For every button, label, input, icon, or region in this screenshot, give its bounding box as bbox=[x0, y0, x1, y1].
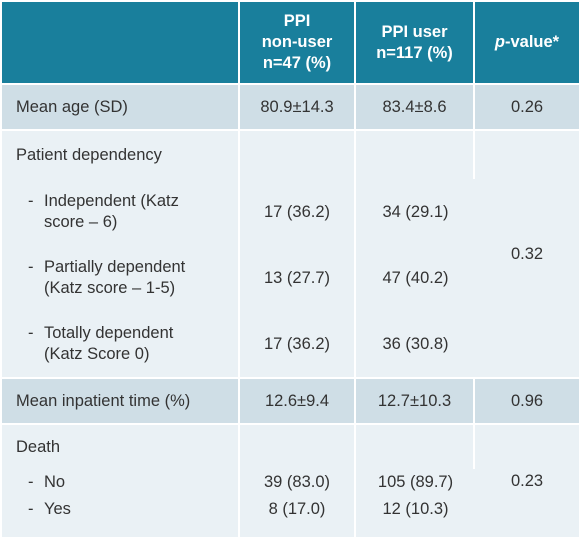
header-empty-cell bbox=[2, 2, 240, 83]
cell-non-user: 17 (36.2) bbox=[240, 311, 356, 377]
ppi-comparison-table: PPI non-user n=47 (%) PPI user n=117 (%)… bbox=[2, 2, 579, 537]
header-text: n=117 (%) bbox=[376, 43, 453, 62]
table-row-independent: - Independent (Katz score – 6) 17 (36.2) 3… bbox=[2, 179, 579, 245]
cell-user: 12 (10.3) bbox=[356, 496, 475, 523]
cell-p-value: 0.32 bbox=[475, 131, 579, 377]
table-row-totally-dependent: - Totally dependent (Katz Score 0) 17 (36.… bbox=[2, 311, 579, 377]
header-text: non-user bbox=[261, 33, 333, 51]
row-label: - Partially dependent (Katz score – 1-5) bbox=[2, 245, 240, 311]
label-line: Totally dependent bbox=[44, 324, 174, 342]
header-p-italic: p bbox=[494, 33, 505, 51]
table-row-death-yes: - Yes 8 (17.0) 12 (10.3) bbox=[2, 496, 579, 523]
cell-non-user: 80.9±14.3 bbox=[240, 83, 356, 131]
row-label: Patient dependency bbox=[2, 131, 240, 179]
cell-user: 83.4±8.6 bbox=[356, 83, 475, 131]
table-row-partially-dependent: - Partially dependent (Katz score – 1-5) 1… bbox=[2, 245, 579, 311]
header-p-rest: -value* bbox=[504, 33, 560, 51]
label-line: Independent (Katz bbox=[44, 192, 179, 210]
header-ppi-user: PPI user n=117 (%) bbox=[356, 2, 475, 83]
header-text: n=47 (%) bbox=[262, 54, 332, 72]
row-label: Mean inpatient time (%) bbox=[2, 377, 240, 425]
row-label: - Independent (Katz score – 6) bbox=[2, 179, 240, 245]
table-row-death-no: - No 39 (83.0) 105 (89.7) bbox=[2, 469, 579, 496]
cell-empty bbox=[356, 425, 475, 469]
cell-non-user: 12.6±9.4 bbox=[240, 377, 356, 425]
cell-p-value: 0.23 bbox=[475, 425, 579, 537]
label-line: (Katz score – 1-5) bbox=[44, 279, 176, 297]
label-line: (Katz Score 0) bbox=[44, 345, 150, 363]
row-label: - Totally dependent (Katz Score 0) bbox=[2, 311, 240, 377]
table-row-inpatient-time: Mean inpatient time (%) 12.6±9.4 12.7±10… bbox=[2, 377, 579, 425]
table-row-dependency-title: Patient dependency 0.32 bbox=[2, 131, 579, 377]
cell-empty bbox=[356, 523, 475, 537]
table-header-row: PPI non-user n=47 (%) PPI user n=117 (%)… bbox=[2, 2, 579, 83]
label-line: Yes bbox=[44, 500, 71, 518]
dash-marker: - bbox=[28, 500, 34, 518]
cell-user: 105 (89.7) bbox=[356, 469, 475, 496]
label-line: Partially dependent bbox=[44, 258, 186, 276]
cell-user: 47 (40.2) bbox=[356, 245, 475, 311]
cell-non-user: 8 (17.0) bbox=[240, 496, 356, 523]
dash-marker: - bbox=[28, 324, 34, 342]
dash-marker: - bbox=[28, 192, 34, 210]
row-label: Death bbox=[2, 425, 240, 469]
cell-empty bbox=[2, 523, 240, 537]
cell-empty bbox=[240, 131, 356, 179]
label-line: score – 6) bbox=[44, 213, 118, 231]
header-text: PPI bbox=[283, 12, 311, 30]
dash-marker: - bbox=[28, 473, 34, 491]
dash-marker: - bbox=[28, 258, 34, 276]
header-p-value: p-value* bbox=[475, 2, 579, 83]
table-row-death-title: Death 0.23 bbox=[2, 425, 579, 537]
cell-empty bbox=[240, 425, 356, 469]
cell-user: 34 (29.1) bbox=[356, 179, 475, 245]
cell-non-user: 17 (36.2) bbox=[240, 179, 356, 245]
cell-non-user: 39 (83.0) bbox=[240, 469, 356, 496]
label-line: No bbox=[44, 473, 66, 491]
cell-empty bbox=[356, 131, 475, 179]
row-label: Mean age (SD) bbox=[2, 83, 240, 131]
cell-p-value: 0.26 bbox=[475, 83, 579, 131]
header-text: PPI user bbox=[381, 22, 448, 41]
header-ppi-non-user: PPI non-user n=47 (%) bbox=[240, 2, 356, 83]
cell-non-user: 13 (27.7) bbox=[240, 245, 356, 311]
cell-user: 36 (30.8) bbox=[356, 311, 475, 377]
table-row-padding bbox=[2, 523, 579, 537]
cell-empty bbox=[240, 523, 356, 537]
cell-user: 12.7±10.3 bbox=[356, 377, 475, 425]
row-label: - No bbox=[2, 469, 240, 496]
cell-p-value: 0.96 bbox=[475, 377, 579, 425]
table-row-mean-age: Mean age (SD) 80.9±14.3 83.4±8.6 0.26 bbox=[2, 83, 579, 131]
row-label: - Yes bbox=[2, 496, 240, 523]
